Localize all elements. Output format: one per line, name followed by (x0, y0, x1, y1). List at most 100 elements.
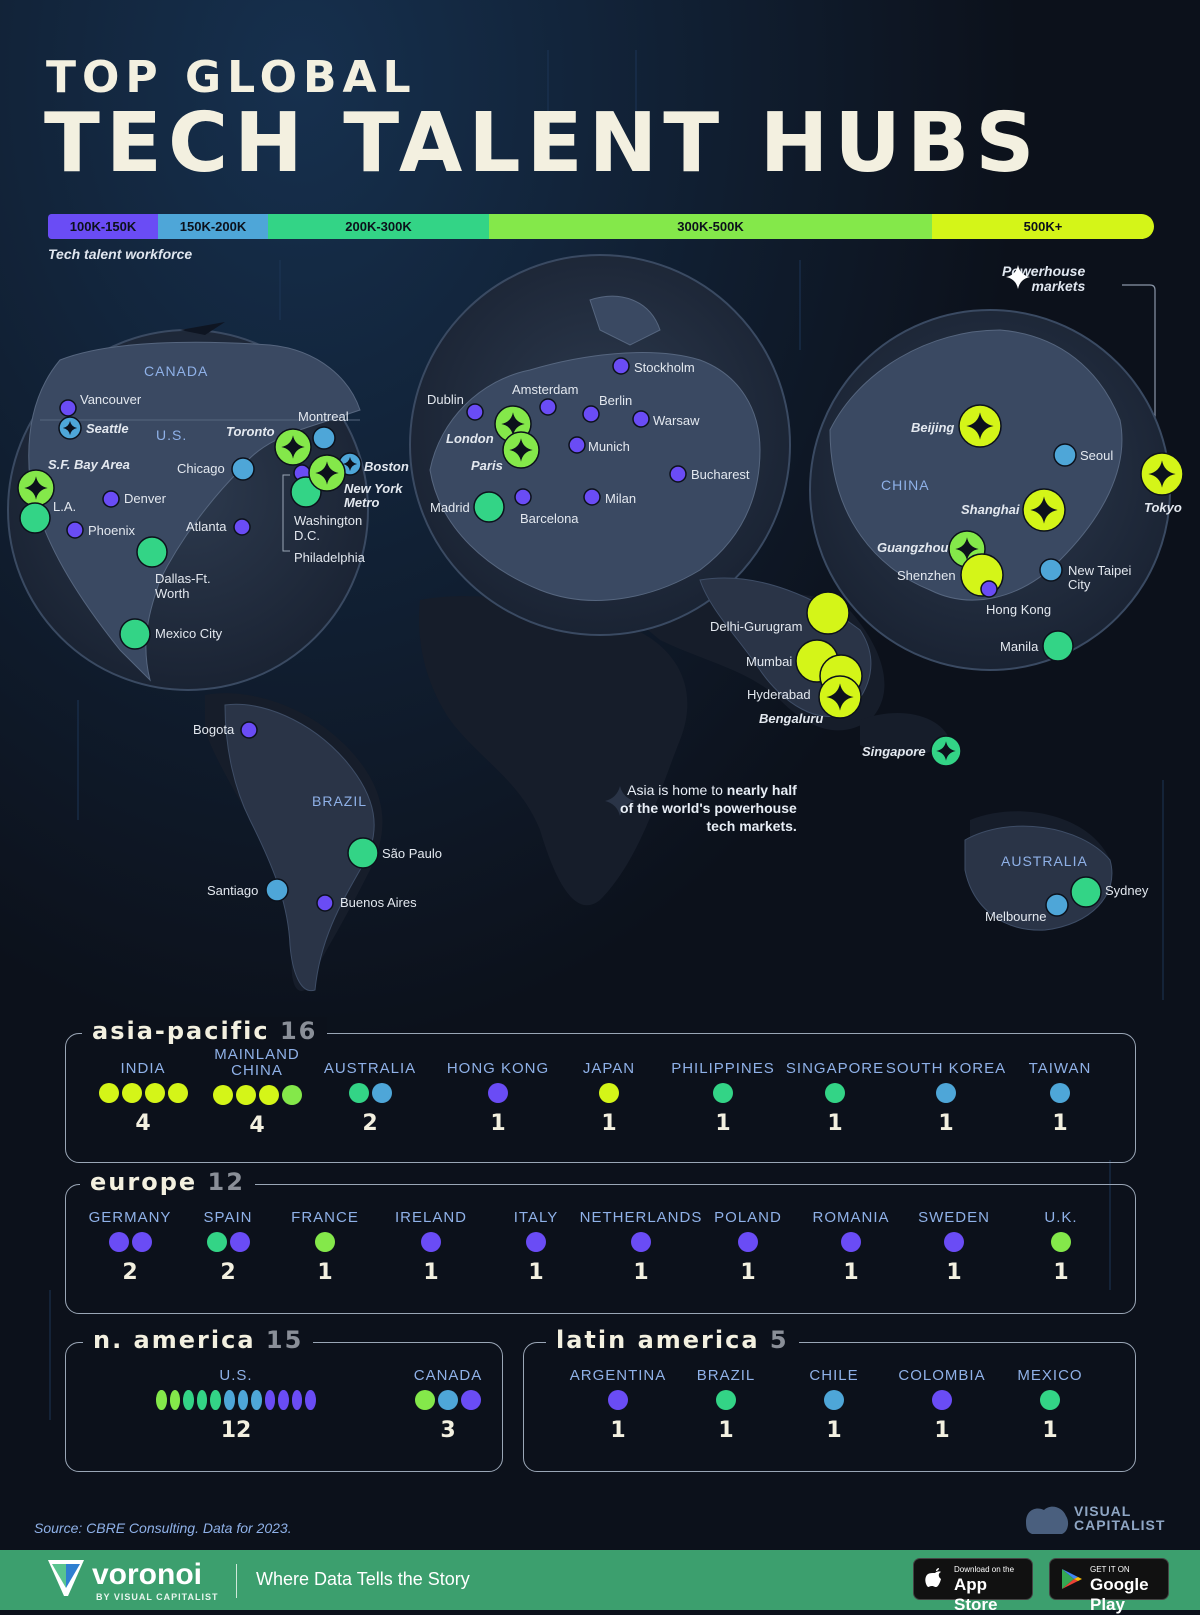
marker-toronto[interactable] (274, 428, 312, 466)
marker-delhi[interactable] (806, 591, 850, 635)
city-label: Philadelphia (294, 550, 365, 565)
city-label: Delhi-Gurugram (710, 619, 803, 634)
marker-dot (19, 502, 51, 534)
hub-dots (418, 1083, 578, 1103)
panel-name: n. america (93, 1326, 256, 1354)
marker-madrid[interactable] (473, 491, 505, 523)
hub-count: 1 (490, 1111, 506, 1136)
country-name: MEXICO (1017, 1367, 1083, 1384)
hub-dots (148, 1232, 308, 1252)
marker-bucharest[interactable] (669, 465, 687, 483)
hub-dot (932, 1390, 952, 1410)
city-label: Milan (605, 491, 637, 506)
marker-tokyo[interactable] (1140, 452, 1184, 496)
marker-amsterdam[interactable] (539, 398, 557, 416)
marker-dallas[interactable] (136, 536, 168, 568)
city-label: Bucharest (691, 467, 750, 482)
marker-sf[interactable] (17, 469, 55, 507)
hub-dot (251, 1390, 262, 1410)
hub-dot (713, 1083, 733, 1103)
marker-munich[interactable] (568, 436, 586, 454)
title-line1: TOP GLOBAL (46, 52, 417, 103)
world-map (7, 254, 1184, 992)
marker-saopaulo[interactable] (347, 837, 379, 869)
marker-newtaipei[interactable] (1039, 558, 1063, 582)
hub-dot (526, 1232, 546, 1252)
hub-dot (1051, 1232, 1071, 1252)
voronoi-brand[interactable]: voronoi (92, 1558, 202, 1591)
marker-mexico[interactable] (119, 618, 151, 650)
city-label: S.F. Bay Area (48, 457, 130, 472)
google-play-label: Google Play (1090, 1575, 1149, 1614)
marker-berlin[interactable] (582, 405, 600, 423)
marker-dot (102, 490, 120, 508)
asia-annotation: Asia is home to nearly half of the world… (620, 781, 797, 835)
marker-hongkong[interactable] (980, 580, 998, 598)
app-store-button[interactable]: Download on the App Store (913, 1558, 1033, 1614)
marker-montreal[interactable] (312, 426, 336, 450)
hub-dot (1050, 1083, 1070, 1103)
hub-dot (825, 1083, 845, 1103)
marker-seoul[interactable] (1053, 443, 1077, 467)
marker-stockholm[interactable] (612, 357, 630, 375)
city-label: Dallas-Ft. (155, 571, 211, 586)
marker-warsaw[interactable] (632, 410, 650, 428)
marker-ny[interactable] (308, 454, 346, 492)
country-column: SWEDEN 1 (874, 1210, 1034, 1286)
marker-milan[interactable] (583, 488, 601, 506)
city-label: City (1068, 577, 1091, 592)
marker-la[interactable] (19, 502, 51, 534)
marker-dot (1053, 443, 1077, 467)
marker-shanghai[interactable] (1022, 488, 1066, 532)
hub-dot (841, 1232, 861, 1252)
hub-dot (206, 1232, 227, 1252)
marker-seattle[interactable] (58, 416, 82, 440)
hub-dots (245, 1232, 405, 1252)
marker-vancouver[interactable] (59, 399, 77, 417)
marker-buenosaires[interactable] (316, 894, 334, 912)
annotation-emphasis: tech markets. (706, 818, 797, 834)
marker-beijing[interactable] (958, 404, 1002, 448)
panel-count: 5 (769, 1326, 789, 1354)
region-australia: AUSTRALIA (1001, 853, 1088, 869)
legend-bin: 150K-200K (158, 214, 268, 239)
marker-atlanta[interactable] (233, 518, 251, 536)
marker-manila[interactable] (1042, 630, 1074, 662)
marker-dublin[interactable] (466, 403, 484, 421)
country-column: ITALY 1 (456, 1210, 616, 1286)
hub-dot (315, 1232, 335, 1252)
footer-divider (236, 1564, 237, 1598)
marker-dot (231, 457, 255, 481)
annotation-emphasis: of the world's powerhouse (620, 800, 797, 816)
region-canada: CANADA (144, 363, 209, 379)
marker-dot (1070, 876, 1102, 908)
marker-chicago[interactable] (231, 457, 255, 481)
hub-count: 2 (122, 1260, 138, 1285)
marker-phoenix[interactable] (66, 521, 84, 539)
marker-dot (473, 491, 505, 523)
marker-singapore[interactable] (930, 735, 962, 767)
country-name: HONG KONG (446, 1060, 550, 1077)
google-play-button[interactable]: GET IT ON Google Play (1049, 1558, 1169, 1614)
city-label: Shanghai (961, 502, 1020, 517)
marker-barcelona[interactable] (514, 488, 532, 506)
country-column: COLOMBIA 1 (862, 1368, 1022, 1444)
marker-santiago[interactable] (265, 878, 289, 902)
hub-dot (716, 1390, 736, 1410)
panel-title: n. america 15 (83, 1326, 314, 1354)
source-note: Source: CBRE Consulting. Data for 2023. (34, 1520, 292, 1536)
marker-melbourne[interactable] (1045, 893, 1069, 917)
marker-dot (632, 410, 650, 428)
city-label: Toronto (226, 424, 275, 439)
marker-dot (240, 721, 258, 739)
marker-paris[interactable] (502, 431, 540, 469)
marker-sydney[interactable] (1070, 876, 1102, 908)
marker-bengaluru[interactable] (818, 675, 862, 719)
marker-denver[interactable] (102, 490, 120, 508)
country-name: JAPAN (582, 1060, 636, 1077)
hub-dots (50, 1232, 210, 1252)
city-label: Bogota (193, 722, 235, 737)
marker-bogota[interactable] (240, 721, 258, 739)
country-column: IRELAND 1 (351, 1210, 511, 1286)
country-name: MAINLAND CHINA (214, 1046, 300, 1079)
